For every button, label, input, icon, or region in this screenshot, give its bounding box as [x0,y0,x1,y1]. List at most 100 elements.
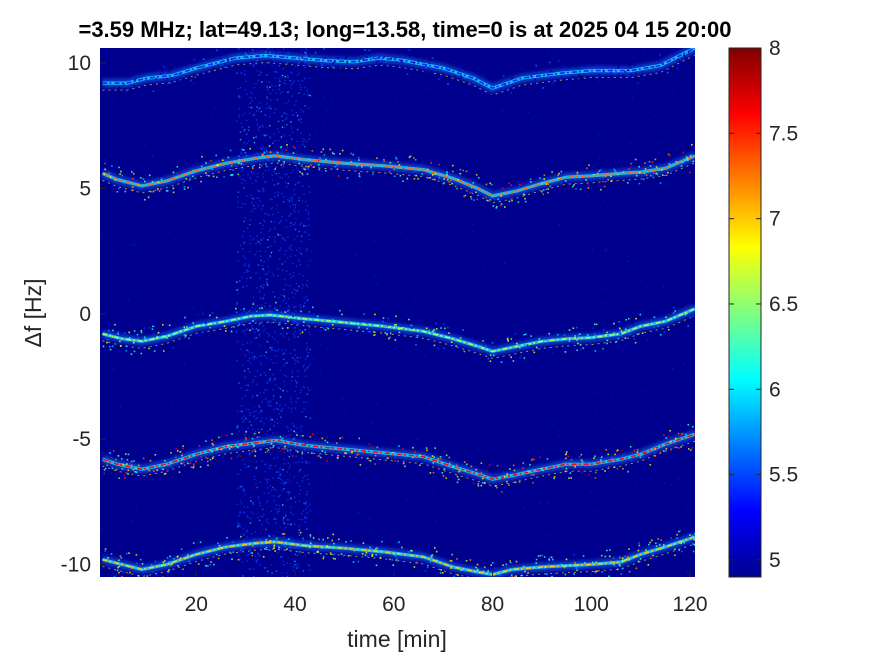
trace-speckle [205,322,207,325]
trace-speckle [580,188,582,191]
trace-speckle [223,325,226,327]
trace-speckle [575,65,577,68]
trace-speckle [304,65,306,68]
trace-speckle [265,541,267,544]
trace-speckle [325,158,327,161]
noise-speckle [250,568,252,570]
noise-speckle [263,391,265,394]
noise-speckle [258,333,261,335]
noise-speckle [270,348,273,351]
trace-speckle [341,313,343,316]
noise-speckle [261,410,263,412]
trace-speckle [432,462,435,464]
trace-speckle [366,327,368,330]
noise-speckle [239,500,242,502]
noise-speckle [258,344,261,347]
noise-speckle [261,417,263,420]
trace-speckle [431,554,434,556]
background-speckle [124,549,126,551]
noise-speckle [304,375,307,378]
trace-speckle [301,331,304,334]
noise-speckle [237,487,239,489]
noise-speckle [296,382,298,384]
noise-speckle [290,511,292,514]
noise-speckle [305,460,307,463]
trace-speckle [198,55,200,57]
background-speckle [465,92,467,94]
trace-speckle [545,573,548,576]
trace-speckle [387,63,389,65]
noise-speckle [278,131,280,133]
noise-speckle [265,478,267,480]
noise-speckle [280,234,283,236]
trace-speckle [133,350,136,353]
noise-speckle [291,109,293,111]
trace-speckle [398,541,401,543]
trace-speckle [144,198,146,201]
noise-speckle [275,362,278,364]
trace-speckle [376,60,378,63]
trace-speckle [389,332,392,335]
trace-speckle [180,462,183,465]
noise-speckle [246,349,248,351]
background-speckle [110,472,112,474]
noise-speckle [241,410,244,413]
noise-speckle [277,341,279,343]
trace-speckle [193,74,195,77]
trace-speckle [351,451,353,454]
noise-speckle [244,263,246,265]
noise-speckle [252,92,254,95]
noise-speckle [295,309,297,312]
noise-speckle [271,489,273,491]
noise-speckle [287,310,289,313]
noise-speckle [240,308,242,311]
trace-speckle [163,465,165,467]
trace-speckle [262,556,265,558]
trace-speckle [195,461,197,463]
trace-speckle [475,174,478,176]
background-speckle [508,465,510,467]
trace-speckle [517,201,520,203]
trace-speckle [303,168,306,171]
noise-speckle [289,451,291,454]
trace-speckle [322,538,324,541]
noise-speckle [287,76,289,78]
noise-speckle [258,190,260,193]
background-speckle [401,140,403,142]
noise-speckle [281,237,283,239]
noise-speckle [256,287,258,289]
colorbar-tick-label: 5.5 [769,464,798,487]
trace-speckle [562,60,564,62]
trace-speckle [626,172,628,175]
y-tick-label: -5 [72,428,91,451]
noise-speckle [283,134,286,137]
background-speckle [610,529,612,531]
trace-speckle [543,68,546,71]
trace-speckle [454,75,456,77]
trace-speckle [686,312,688,315]
trace-speckle [686,158,688,160]
noise-speckle [242,114,244,116]
trace-speckle [568,329,571,331]
trace-speckle [264,64,267,66]
noise-speckle [293,189,295,191]
trace-speckle [440,345,442,348]
trace-speckle [610,560,612,563]
background-speckle [112,253,114,255]
noise-speckle [297,210,300,212]
noise-speckle [268,48,270,50]
trace-speckle [182,568,184,571]
noise-speckle [255,63,257,66]
trace-speckle [548,332,550,335]
trace-speckle [675,161,678,163]
noise-speckle [240,122,242,124]
noise-speckle [305,284,308,286]
noise-speckle [247,427,249,429]
trace-speckle [161,89,164,92]
noise-speckle [237,191,240,193]
noise-speckle [306,141,308,143]
trace-speckle [368,69,371,71]
background-speckle [605,288,607,290]
noise-speckle [304,146,306,148]
trace-speckle [302,435,304,437]
